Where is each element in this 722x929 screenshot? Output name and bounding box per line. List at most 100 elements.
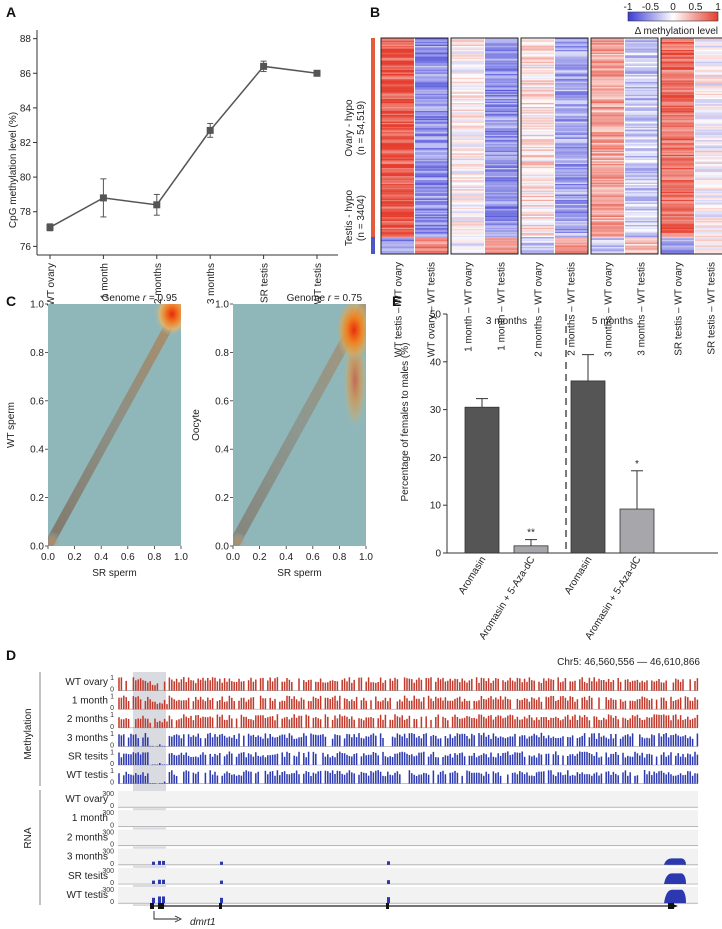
heatmap-cell (451, 80, 484, 83)
heatmap-cell (625, 96, 658, 99)
heatmap-cell (555, 251, 588, 253)
heatmap-cell (381, 57, 414, 60)
heatmap-cell (381, 120, 414, 122)
heatmap-cell (451, 109, 484, 112)
heatmap-cell (521, 174, 554, 177)
heatmap-cell (381, 249, 414, 252)
heatmap-cell (381, 225, 414, 227)
heatmap-cell (485, 239, 518, 242)
heatmap-cell (451, 140, 484, 142)
heatmap-cell (415, 53, 448, 56)
heatmap-cell (485, 178, 518, 181)
heatmap-cell (381, 230, 414, 233)
heatmap-cell (381, 64, 414, 67)
heatmap-cell (625, 97, 658, 100)
panel-a-x-tick-label: SR testis (260, 263, 271, 303)
heatmap-cell (661, 197, 694, 199)
heatmap-cell (661, 226, 694, 229)
heatmap-cell (591, 218, 624, 221)
heatmap-cell (521, 206, 554, 209)
heatmap-cell (661, 169, 694, 172)
heatmap-cell (381, 217, 414, 219)
heatmap-cell (485, 103, 518, 105)
heatmap-cell (625, 234, 658, 237)
heatmap-cell (381, 79, 414, 81)
heatmap-cell (451, 100, 484, 103)
heatmap-cell (451, 201, 484, 203)
heatmap-cell (695, 194, 722, 197)
heatmap-cell (555, 75, 588, 77)
heatmap-cell (555, 136, 588, 138)
heatmap-cell (415, 179, 448, 182)
heatmap-cell (381, 203, 414, 206)
heatmap-cell (451, 182, 484, 185)
heatmap-cell (695, 239, 722, 242)
heatmap-cell (625, 125, 658, 128)
heatmap-cell (415, 154, 448, 157)
heatmap-cell (625, 175, 658, 178)
heatmap-cell (591, 148, 624, 150)
heatmap-cell (695, 205, 722, 207)
heatmap-cell (451, 206, 484, 209)
heatmap-cell (695, 68, 722, 71)
heatmap-cell (451, 146, 484, 149)
heatmap-cell (695, 128, 722, 130)
heatmap-cell (625, 75, 658, 77)
heatmap-cell (661, 100, 694, 103)
heatmap-cell (521, 194, 554, 197)
heatmap-cell (661, 223, 694, 226)
heatmap-cell (451, 69, 484, 72)
heatmap-cell (415, 112, 448, 115)
heatmap-cell (415, 60, 448, 63)
heatmap-cell (485, 149, 518, 152)
heatmap-cell (521, 95, 554, 97)
heatmap-cell (485, 39, 518, 42)
heatmap-cell (415, 215, 448, 218)
heatmap-cell (521, 125, 554, 128)
scatter-y-tick-label: 0.6 (215, 396, 229, 407)
heatmap-cell (625, 113, 658, 116)
heatmap-cell (451, 75, 484, 77)
heatmap-cell (485, 194, 518, 197)
heatmap-cell (591, 191, 624, 194)
heatmap-cell (555, 197, 588, 199)
heatmap-cell (451, 72, 484, 75)
heatmap-cell (415, 118, 448, 121)
scatter-x-tick-label: 0.2 (68, 552, 82, 563)
heatmap-cell (381, 201, 414, 203)
heatmap-cell (521, 134, 554, 137)
heatmap-cell (381, 245, 414, 248)
annotation-prefix: Genome (287, 293, 328, 304)
heatmap-cell (381, 89, 414, 92)
heatmap-cell (521, 43, 554, 46)
heatmap-cell (625, 233, 658, 235)
rna-track-ymax: 300 (102, 829, 114, 836)
heatmap-cell (695, 246, 722, 249)
heatmap-cell (521, 51, 554, 53)
heatmap-cell (451, 114, 484, 117)
heatmap-cell (381, 75, 414, 77)
heatmap-cell (485, 52, 518, 55)
heatmap-cell (381, 73, 414, 76)
scatter-y-tick-label: 1.0 (30, 300, 44, 311)
heatmap-cell (381, 219, 414, 222)
rna-peak (387, 861, 390, 865)
heatmap-cell (415, 197, 448, 199)
rna-track-ymax: 300 (102, 887, 114, 894)
heatmap-cell (381, 190, 414, 193)
heatmap-cell (485, 165, 518, 168)
heatmap-cell (485, 186, 518, 189)
heatmap-cell (591, 179, 624, 182)
heatmap-cell (591, 221, 624, 223)
heatmap-cell (451, 174, 484, 177)
heatmap-cell (661, 160, 694, 162)
heatmap-cell (451, 165, 484, 168)
heatmap-cell (451, 47, 484, 50)
heatmap-cell (625, 173, 658, 176)
heatmap-cell (521, 211, 554, 214)
heatmap-cell (695, 120, 722, 122)
heatmap-cell (695, 166, 722, 169)
heatmap-cell (625, 122, 658, 125)
heatmap-cell (661, 68, 694, 71)
heatmap-cell (695, 161, 722, 164)
